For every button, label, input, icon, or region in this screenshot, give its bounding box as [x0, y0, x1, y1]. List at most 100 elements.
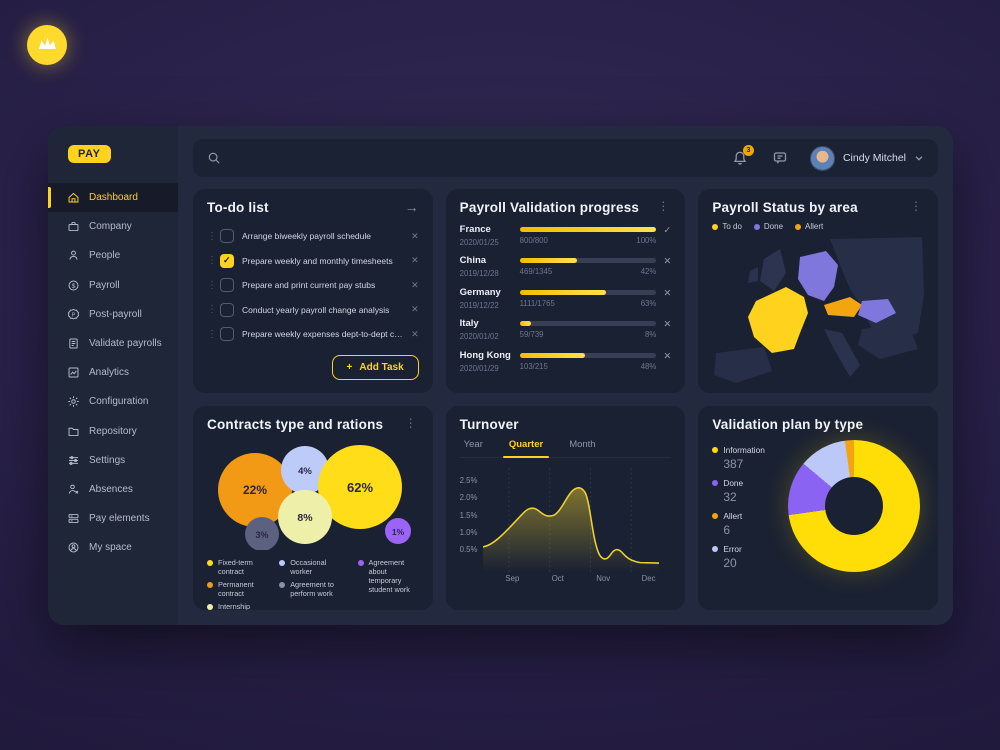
country-label: Hong Kong	[459, 349, 511, 361]
drag-handle-icon[interactable]: ⋮	[207, 279, 217, 291]
cards-grid: To-do list → ⋮ Arrange biweekly payroll …	[193, 189, 938, 610]
sidebar-item-validate-payrolls[interactable]: Validate payrolls	[48, 329, 178, 358]
map-france[interactable]	[748, 287, 809, 353]
map-germany[interactable]	[798, 251, 839, 301]
sidebar-item-post-payroll[interactable]: P Post-payroll	[48, 300, 178, 329]
sidebar-item-analytics[interactable]: Analytics	[48, 358, 178, 387]
legend-dot	[753, 223, 760, 230]
sidebar-item-people[interactable]: People	[48, 241, 178, 270]
close-icon[interactable]: ✕	[411, 255, 419, 266]
plus-icon: +	[346, 362, 353, 373]
todo-checkbox[interactable]	[220, 253, 234, 268]
card-title: Payroll Status by area	[712, 200, 858, 215]
status-cross-icon[interactable]: ✕	[663, 350, 672, 362]
sidebar-item-dashboard[interactable]: Dashboard	[48, 183, 178, 213]
person-circle-icon	[67, 541, 80, 554]
map-uk	[760, 249, 787, 291]
add-task-button[interactable]: + Add Task	[331, 355, 419, 380]
tab-month[interactable]: Month	[569, 439, 596, 450]
sidebar-item-payroll[interactable]: $ Payroll	[48, 271, 178, 300]
close-icon[interactable]: ✕	[411, 230, 419, 241]
status-check-icon[interactable]: ✓	[663, 224, 672, 236]
sidebar-item-absences[interactable]: Absences	[48, 475, 178, 504]
legend-dot	[279, 582, 286, 588]
drag-handle-icon[interactable]: ⋮	[207, 255, 217, 267]
status-cross-icon[interactable]: ✕	[663, 319, 672, 330]
legend-dot	[357, 560, 364, 566]
ratio-label: 469/1345	[519, 267, 553, 276]
progress-row: China 2019/12/28 469/1345 42% ✕	[460, 255, 672, 278]
todo-label: Prepare weekly expenses dept-to-dept com…	[242, 329, 403, 340]
sidebar-item-my-space[interactable]: My space	[48, 533, 178, 562]
country-label: China	[459, 255, 487, 266]
card-title: Turnover	[459, 417, 519, 432]
sidebar-item-pay-elements[interactable]: Pay elements	[48, 504, 178, 533]
todo-item: ⋮ Conduct yearly payroll change analysis…	[207, 298, 419, 323]
map-hungary[interactable]	[858, 299, 897, 323]
notifications-button[interactable]: 3	[732, 145, 754, 166]
country-label: Germany	[459, 286, 501, 298]
crown-icon	[34, 32, 60, 58]
legend-dot	[795, 223, 802, 230]
kebab-menu-icon[interactable]: ⋮	[657, 199, 670, 213]
sidebar-item-settings[interactable]: Settings	[48, 446, 178, 475]
map-ireland	[748, 267, 759, 283]
messages-button[interactable]	[772, 150, 788, 166]
legend-dot	[207, 604, 213, 610]
drag-handle-icon[interactable]: ⋮	[207, 328, 217, 340]
legend-value: 32	[723, 489, 737, 504]
close-icon[interactable]: ✕	[411, 328, 419, 339]
todo-item: ⋮ Prepare weekly expenses dept-to-dept c…	[207, 322, 419, 347]
drag-handle-icon[interactable]: ⋮	[207, 230, 217, 242]
user-name: Cindy Mitchel	[842, 152, 906, 164]
main-content: 3 Cindy Mitchel To-do list →	[178, 126, 953, 625]
search-icon[interactable]	[207, 151, 221, 165]
sidebar-item-company[interactable]: Company	[48, 212, 178, 241]
close-icon[interactable]: ✕	[411, 304, 419, 315]
folder-icon	[67, 425, 80, 438]
dollar-circle-icon: $	[67, 279, 80, 292]
percent-label: 42%	[640, 267, 657, 276]
search-bar[interactable]	[207, 151, 708, 165]
legend-dot	[712, 223, 719, 230]
close-icon[interactable]: ✕	[411, 279, 419, 290]
status-cross-icon[interactable]: ✕	[663, 256, 672, 267]
validation-donut-chart	[788, 440, 921, 572]
legend-value: 20	[723, 555, 737, 570]
brand-logo[interactable]	[27, 25, 67, 65]
bubble-occasional	[281, 446, 329, 494]
contracts-legend: Fixed-term contract Permanent contract I…	[207, 554, 419, 610]
tab-year[interactable]: Year	[463, 439, 483, 450]
bubble-internship	[278, 490, 332, 544]
search-input[interactable]	[229, 152, 529, 164]
validation-plan-body: Information 387 Done 32 Allert 6 Error	[712, 440, 924, 572]
ratio-label: 1111/1765	[519, 298, 555, 308]
kebab-menu-icon[interactable]: ⋮	[404, 416, 417, 430]
todo-checkbox[interactable]	[220, 229, 234, 244]
sidebar-item-repository[interactable]: Repository	[48, 417, 178, 446]
person-icon	[67, 249, 80, 262]
drag-handle-icon[interactable]: ⋮	[207, 304, 217, 316]
legend-dot	[207, 560, 213, 566]
sidebar-item-label: Validate payrolls	[89, 338, 162, 350]
map-italy	[824, 329, 861, 377]
status-cross-icon[interactable]: ✕	[663, 287, 672, 299]
sidebar: PAY Dashboard Company People $ Payroll P…	[48, 126, 178, 625]
todo-checkbox[interactable]	[220, 327, 234, 342]
map-austria[interactable]	[824, 297, 863, 317]
progress-bar	[519, 258, 657, 263]
turnover-chart: 2.5% 2.0% 1.5% 1.0% 0.5%	[460, 468, 672, 572]
sidebar-item-configuration[interactable]: Configuration	[48, 387, 178, 416]
todo-checkbox[interactable]	[220, 278, 234, 293]
todo-checkbox[interactable]	[220, 302, 234, 317]
tab-quarter[interactable]: Quarter	[502, 439, 550, 458]
sidebar-nav: Dashboard Company People $ Payroll P Pos…	[48, 183, 178, 562]
bubble-agreement-work	[245, 517, 279, 550]
sidebar-item-label: Post-payroll	[89, 308, 142, 320]
arrow-right-icon[interactable]: →	[404, 199, 419, 215]
bubble-fixed-term	[318, 445, 402, 529]
country-label: France	[459, 223, 491, 235]
kebab-menu-icon[interactable]: ⋮	[910, 199, 922, 213]
user-menu[interactable]: Cindy Mitchel	[809, 145, 924, 171]
ratio-label: 59/739	[519, 330, 544, 339]
